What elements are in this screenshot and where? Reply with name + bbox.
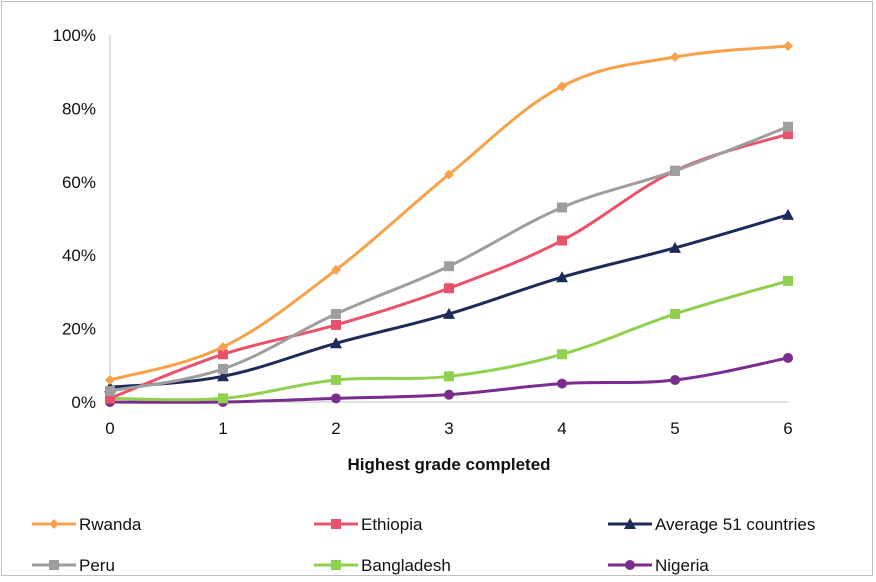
legend-marker [331,519,341,529]
data-point [557,81,567,92]
legend-item: Average 51 countries [608,515,815,534]
legend-item: Rwanda [32,515,142,534]
data-point [444,169,454,180]
x-axis-label: Highest grade completed [347,455,550,474]
legend-marker [624,518,636,529]
data-point [670,308,680,319]
legend-item: Nigeria [608,556,709,575]
legend: Rwanda Ethiopia Average 51 countries Peru Ba… [32,515,815,575]
data-point [670,52,680,63]
series-layer [104,41,794,407]
data-point [557,202,567,213]
data-point [783,352,793,363]
data-point [217,370,229,382]
data-point [105,393,115,404]
data-point [218,393,228,404]
legend-item: Ethiopia [314,515,423,534]
data-point [331,374,341,385]
data-point [218,363,228,374]
y-tick-label: 60% [62,173,96,192]
x-tick-label: 0 [105,419,114,438]
legend-label: Rwanda [79,515,142,534]
x-tick-label: 3 [444,419,453,438]
x-tick-label: 5 [670,419,679,438]
y-tick-label: 80% [62,99,96,118]
data-point [330,337,342,349]
data-point [443,307,455,319]
legend-label: Ethiopia [361,515,423,534]
data-point [105,385,115,396]
data-point [783,275,793,286]
data-point [218,341,228,352]
data-point [444,371,454,382]
y-tick-label: 20% [62,320,96,339]
legend-label: Bangladesh [361,556,451,575]
legend-item: Bangladesh [314,556,451,575]
data-point [556,271,568,283]
legend-marker [49,519,59,529]
data-point [669,241,681,253]
y-axis-tick-labels: 0% 20% 40% 60% 80% 100% [53,26,96,412]
y-tick-label: 40% [62,246,96,265]
legend-label: Average 51 countries [655,515,815,534]
series-rwanda [105,41,793,385]
series-peru [105,121,793,396]
series-line [109,213,789,389]
data-point [218,349,228,360]
data-point [444,261,454,272]
data-point [557,378,567,389]
legend-marker [331,560,341,570]
data-point [331,319,341,330]
data-point [782,208,794,220]
data-point [670,374,680,385]
series-line [109,279,789,402]
data-point [331,264,341,275]
legend-label: Peru [79,556,115,575]
data-point [557,349,567,360]
series-bangladesh [105,275,793,404]
data-point [670,165,680,176]
x-tick-label: 1 [218,419,227,438]
x-tick-label: 6 [783,419,792,438]
data-point [557,235,567,246]
data-point [783,41,793,52]
data-point [783,121,793,132]
x-tick-label: 2 [331,419,340,438]
data-point [444,283,454,294]
series-average-51-countries [104,208,794,393]
series-line [109,44,789,382]
legend-label: Nigeria [655,556,709,575]
legend-marker [625,560,635,570]
x-axis-tick-labels: 0 1 2 3 4 5 6 [105,419,792,438]
data-point [105,374,115,385]
axes [109,35,788,403]
data-point [783,129,793,140]
legend-marker [49,560,59,570]
y-tick-label: 100% [53,26,96,45]
x-tick-label: 4 [557,419,566,438]
data-point [331,393,341,404]
legend-item: Peru [32,556,115,575]
data-point [331,308,341,319]
data-point [444,389,454,400]
y-tick-label: 0% [71,393,96,412]
